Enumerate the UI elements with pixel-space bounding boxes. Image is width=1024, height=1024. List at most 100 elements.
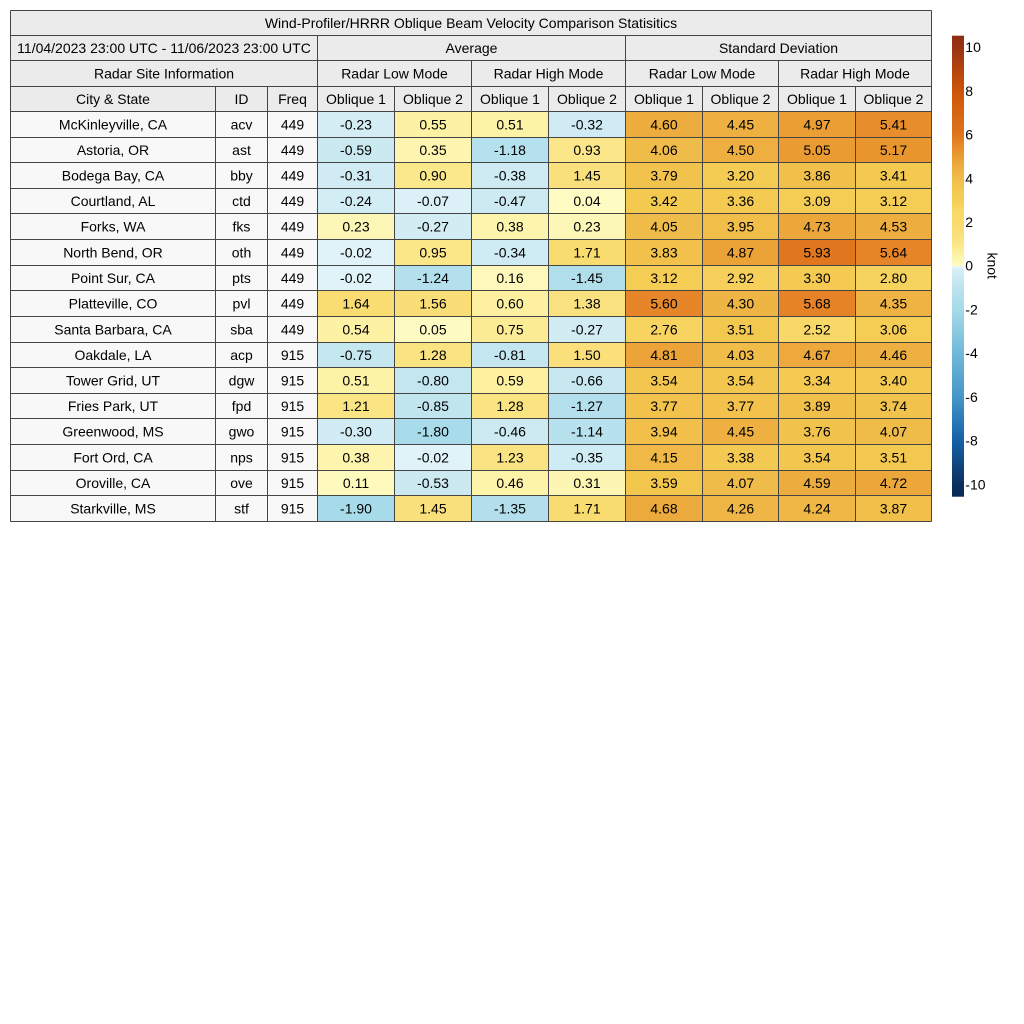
svg-text:acv: acv [231, 117, 253, 133]
svg-text:3.74: 3.74 [880, 398, 907, 414]
svg-text:Platteville, CO: Platteville, CO [69, 296, 158, 312]
svg-text:3.94: 3.94 [650, 424, 677, 440]
svg-text:Astoria, OR: Astoria, OR [77, 142, 149, 158]
svg-text:0.51: 0.51 [342, 373, 369, 389]
svg-text:3.76: 3.76 [803, 424, 830, 440]
svg-text:1.71: 1.71 [573, 245, 600, 261]
svg-text:-0.02: -0.02 [340, 245, 372, 261]
svg-text:4.26: 4.26 [727, 501, 754, 517]
svg-text:Radar High Mode: Radar High Mode [800, 66, 910, 82]
svg-text:Oblique 1: Oblique 1 [634, 91, 694, 107]
svg-text:4.06: 4.06 [650, 142, 677, 158]
svg-text:3.51: 3.51 [880, 450, 907, 466]
svg-text:-0.24: -0.24 [340, 193, 372, 209]
svg-text:0.16: 0.16 [496, 270, 523, 286]
svg-text:3.51: 3.51 [727, 322, 754, 338]
svg-text:Fort Ord, CA: Fort Ord, CA [73, 450, 153, 466]
svg-text:Bodega Bay, CA: Bodega Bay, CA [62, 168, 165, 184]
svg-text:3.30: 3.30 [803, 270, 830, 286]
svg-text:Oroville, CA: Oroville, CA [76, 475, 151, 491]
svg-text:-6: -6 [965, 389, 978, 405]
svg-text:-0.35: -0.35 [571, 450, 603, 466]
svg-text:915: 915 [281, 475, 305, 491]
svg-text:0.46: 0.46 [496, 475, 523, 491]
svg-text:5.05: 5.05 [803, 142, 830, 158]
svg-text:1.38: 1.38 [573, 296, 600, 312]
svg-text:1.45: 1.45 [419, 501, 446, 517]
svg-text:Oblique 1: Oblique 1 [326, 91, 386, 107]
svg-text:Oblique 2: Oblique 2 [557, 91, 617, 107]
svg-text:5.41: 5.41 [880, 117, 907, 133]
svg-text:4.50: 4.50 [727, 142, 754, 158]
svg-text:4.60: 4.60 [650, 117, 677, 133]
svg-text:-1.24: -1.24 [417, 270, 449, 286]
svg-text:acp: acp [230, 347, 253, 363]
svg-text:-4: -4 [965, 345, 978, 361]
svg-text:3.79: 3.79 [650, 168, 677, 184]
svg-text:ast: ast [232, 142, 251, 158]
svg-text:1.28: 1.28 [496, 398, 523, 414]
svg-text:4.53: 4.53 [880, 219, 907, 235]
svg-text:10: 10 [965, 39, 981, 55]
svg-text:Standard Deviation: Standard Deviation [719, 40, 838, 56]
svg-text:11/04/2023 23:00 UTC - 11/06/2: 11/04/2023 23:00 UTC - 11/06/2023 23:00 … [17, 40, 311, 56]
svg-text:915: 915 [281, 450, 305, 466]
svg-text:4.72: 4.72 [880, 475, 907, 491]
svg-text:ove: ove [230, 475, 253, 491]
svg-text:pts: pts [232, 270, 251, 286]
svg-text:0.54: 0.54 [342, 322, 369, 338]
svg-text:5.60: 5.60 [650, 296, 677, 312]
svg-text:Greenwood, MS: Greenwood, MS [62, 424, 163, 440]
svg-text:Courtland, AL: Courtland, AL [71, 193, 156, 209]
svg-text:2.52: 2.52 [803, 322, 830, 338]
svg-text:Starkville, MS: Starkville, MS [70, 501, 156, 517]
svg-text:1.23: 1.23 [496, 450, 523, 466]
svg-text:-0.53: -0.53 [417, 475, 449, 491]
svg-text:4.07: 4.07 [880, 424, 907, 440]
svg-text:-10: -10 [965, 476, 985, 492]
svg-text:Point Sur, CA: Point Sur, CA [71, 270, 156, 286]
svg-text:4.87: 4.87 [727, 245, 754, 261]
svg-text:4.81: 4.81 [650, 347, 677, 363]
svg-text:449: 449 [281, 322, 305, 338]
svg-text:Oblique 1: Oblique 1 [787, 91, 847, 107]
svg-text:Santa Barbara, CA: Santa Barbara, CA [54, 322, 172, 338]
svg-text:-1.27: -1.27 [571, 398, 603, 414]
svg-text:915: 915 [281, 373, 305, 389]
svg-text:4.67: 4.67 [803, 347, 830, 363]
svg-text:3.83: 3.83 [650, 245, 677, 261]
svg-text:4.45: 4.45 [727, 117, 754, 133]
svg-text:3.42: 3.42 [650, 193, 677, 209]
svg-text:4.97: 4.97 [803, 117, 830, 133]
svg-text:Radar Site Information: Radar Site Information [94, 66, 234, 82]
svg-text:4.24: 4.24 [803, 501, 830, 517]
svg-text:Fries Park, UT: Fries Park, UT [68, 398, 159, 414]
svg-text:5.17: 5.17 [880, 142, 907, 158]
svg-text:-1.45: -1.45 [571, 270, 603, 286]
svg-text:sba: sba [230, 322, 253, 338]
svg-text:3.54: 3.54 [727, 373, 754, 389]
svg-text:Freq: Freq [278, 91, 307, 107]
svg-text:4.46: 4.46 [880, 347, 907, 363]
svg-text:0.90: 0.90 [419, 168, 446, 184]
svg-text:4.07: 4.07 [727, 475, 754, 491]
svg-text:0: 0 [965, 258, 973, 274]
svg-text:Tower Grid, UT: Tower Grid, UT [66, 373, 161, 389]
svg-text:knot: knot [985, 252, 1001, 279]
svg-text:-0.34: -0.34 [494, 245, 526, 261]
svg-text:3.54: 3.54 [650, 373, 677, 389]
svg-text:449: 449 [281, 117, 305, 133]
svg-text:3.41: 3.41 [880, 168, 907, 184]
svg-text:Radar Low Mode: Radar Low Mode [649, 66, 756, 82]
svg-text:3.77: 3.77 [650, 398, 677, 414]
svg-text:-0.47: -0.47 [494, 193, 526, 209]
svg-text:fpd: fpd [232, 398, 251, 414]
svg-text:1.71: 1.71 [573, 501, 600, 517]
svg-text:1.21: 1.21 [342, 398, 369, 414]
svg-text:-1.90: -1.90 [340, 501, 372, 517]
svg-text:Oblique 2: Oblique 2 [864, 91, 924, 107]
svg-text:4.05: 4.05 [650, 219, 677, 235]
svg-text:Forks, WA: Forks, WA [81, 219, 146, 235]
svg-text:4.03: 4.03 [727, 347, 754, 363]
svg-text:-1.18: -1.18 [494, 142, 526, 158]
